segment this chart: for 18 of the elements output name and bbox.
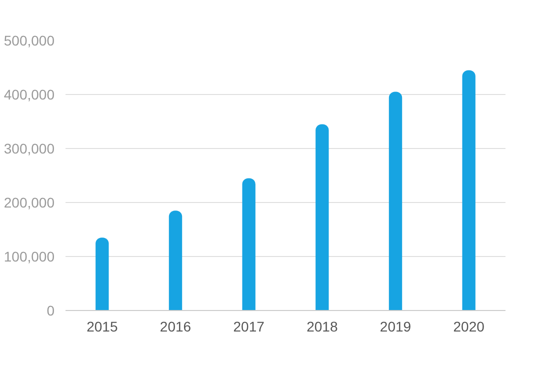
- y-tick-label: 0: [46, 302, 55, 318]
- y-tick-label: 100,000: [4, 248, 55, 264]
- bar: [316, 124, 329, 310]
- x-tick-label: 2017: [233, 318, 265, 334]
- x-tick-label: 2018: [306, 318, 338, 334]
- x-tick-label: 2015: [86, 318, 118, 334]
- x-tick-label: 2016: [160, 318, 192, 334]
- bar: [242, 178, 256, 310]
- bar: [388, 92, 402, 310]
- x-tick-label: 2020: [453, 318, 485, 334]
- y-tick-label: 500,000: [4, 32, 55, 48]
- y-tick-label: 400,000: [4, 86, 55, 102]
- bar: [462, 70, 476, 310]
- x-tick-label: 2019: [380, 318, 412, 334]
- bar: [168, 210, 182, 310]
- y-tick-label: 300,000: [4, 140, 55, 156]
- y-tick-label: 200,000: [4, 194, 55, 210]
- bar: [96, 238, 109, 310]
